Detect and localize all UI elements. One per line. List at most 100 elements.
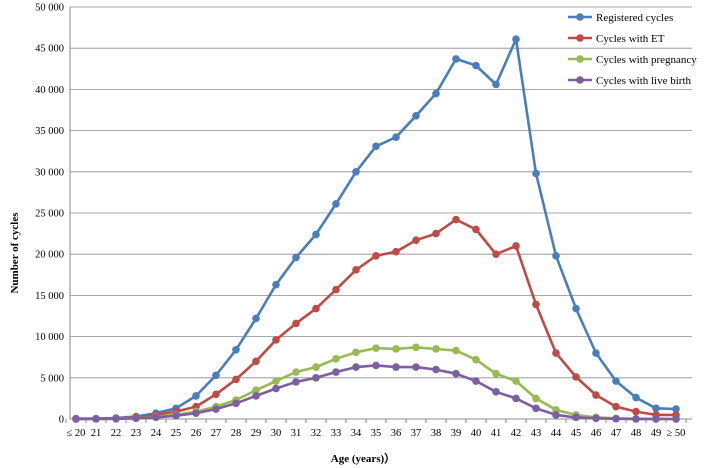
data-point (432, 89, 440, 98)
data-point (592, 391, 600, 399)
data-point (392, 345, 400, 353)
series-line (75, 345, 676, 421)
data-point (432, 229, 440, 238)
data-point (432, 345, 440, 353)
gridlines (70, 6, 692, 379)
data-point (112, 414, 120, 423)
data-point (212, 390, 220, 399)
y-tick-label: 35 000 (35, 126, 64, 137)
y-tick-label: 5 000 (40, 373, 64, 384)
data-point (412, 236, 420, 244)
y-tick-label: 0 (59, 415, 64, 426)
x-tick-label: 39 (451, 428, 462, 439)
data-point (512, 377, 520, 385)
legend-item: Cycles with ET (568, 33, 665, 45)
data-point (332, 285, 340, 294)
data-point (532, 300, 540, 309)
y-tick-label: 20 000 (35, 250, 64, 261)
legend-marker (576, 76, 584, 84)
data-point (332, 200, 340, 208)
data-point (472, 61, 480, 70)
data-point (392, 363, 400, 371)
x-tick-label: 38 (431, 428, 442, 439)
data-point (632, 393, 640, 402)
x-axis-ticks: ≤ 20 21 22 23 24 25 26 27 28 29 30 31 32 33 34 35 36 37 38… (67, 428, 686, 439)
x-tick-label: 35 (371, 428, 382, 439)
data-point (472, 377, 480, 385)
data-point (252, 357, 260, 366)
y-tick-label: 40 000 (35, 85, 64, 96)
y-axis-ticks: 0 5 000 10 000 15 000 20 000 25 000 30 000 35 0… (35, 3, 64, 426)
series-cycles-with-live-birth (72, 361, 680, 423)
data-point (272, 377, 280, 385)
x-tick-label: 40 (471, 428, 482, 439)
data-point (432, 365, 440, 374)
legend-label: Cycles with ET (596, 33, 665, 45)
data-point (612, 414, 620, 423)
legend-item: Cycles with live birth (568, 75, 692, 87)
x-tick-label: 23 (131, 428, 142, 439)
data-point (512, 242, 520, 250)
y-tick-label: 30 000 (35, 167, 64, 178)
data-point (612, 402, 620, 411)
legend-item: Registered cycles (568, 12, 673, 24)
x-tick-label: 36 (391, 428, 402, 439)
x-tick-label: ≥ 50 (667, 428, 686, 439)
series-lines (72, 35, 680, 423)
data-point (572, 413, 580, 422)
x-tick-label: 34 (351, 428, 362, 439)
data-point (272, 280, 280, 289)
legend-marker (576, 55, 584, 63)
data-point (372, 252, 380, 260)
series-cycles-with-et (72, 215, 680, 423)
data-point (292, 378, 300, 386)
data-point (412, 343, 420, 352)
x-tick-label: 22 (111, 428, 122, 439)
data-point (392, 133, 400, 141)
x-tick-label: 46 (591, 428, 602, 439)
y-tick-label: 50 000 (35, 3, 64, 14)
data-point (532, 169, 540, 178)
data-point (372, 344, 380, 352)
x-tick-label: 29 (251, 428, 262, 439)
data-point (472, 225, 480, 234)
x-tick-label: 41 (491, 428, 502, 439)
data-point (552, 349, 560, 357)
data-point (572, 304, 580, 313)
data-point (332, 368, 340, 376)
data-point (252, 386, 260, 394)
data-point (272, 384, 280, 393)
x-tick-label: 47 (611, 428, 622, 439)
x-tick-label: 48 (631, 428, 642, 439)
x-tick-label: 45 (571, 428, 582, 439)
x-tick-label: 42 (511, 428, 522, 439)
x-tick-label: 43 (531, 428, 542, 439)
y-tick-label: 15 000 (35, 291, 64, 302)
data-point (552, 411, 560, 419)
data-point (512, 35, 520, 43)
data-point (192, 409, 200, 418)
legend-label: Cycles with pregnancy (596, 54, 697, 66)
data-point (352, 266, 360, 274)
y-tick-label: 45 000 (35, 44, 64, 55)
data-point (492, 80, 500, 89)
x-tick-label: 33 (331, 428, 342, 439)
y-tick-label: 10 000 (35, 332, 64, 343)
data-point (452, 346, 460, 355)
data-point (452, 215, 460, 224)
data-point (252, 314, 260, 323)
data-point (212, 405, 220, 413)
y-axis-title: Number of cycles (9, 212, 21, 294)
data-point (92, 415, 100, 423)
data-point (592, 349, 600, 357)
data-point (352, 348, 360, 357)
data-point (572, 373, 580, 381)
data-point (452, 369, 460, 378)
data-point (652, 415, 660, 423)
x-tick-label: 44 (551, 428, 562, 439)
x-tick-label: ≤ 20 (67, 428, 86, 439)
x-tick-label: 21 (91, 428, 102, 439)
legend-label: Registered cycles (596, 12, 673, 24)
x-axis-title: Age (years)） (331, 452, 395, 465)
data-point (232, 345, 240, 354)
